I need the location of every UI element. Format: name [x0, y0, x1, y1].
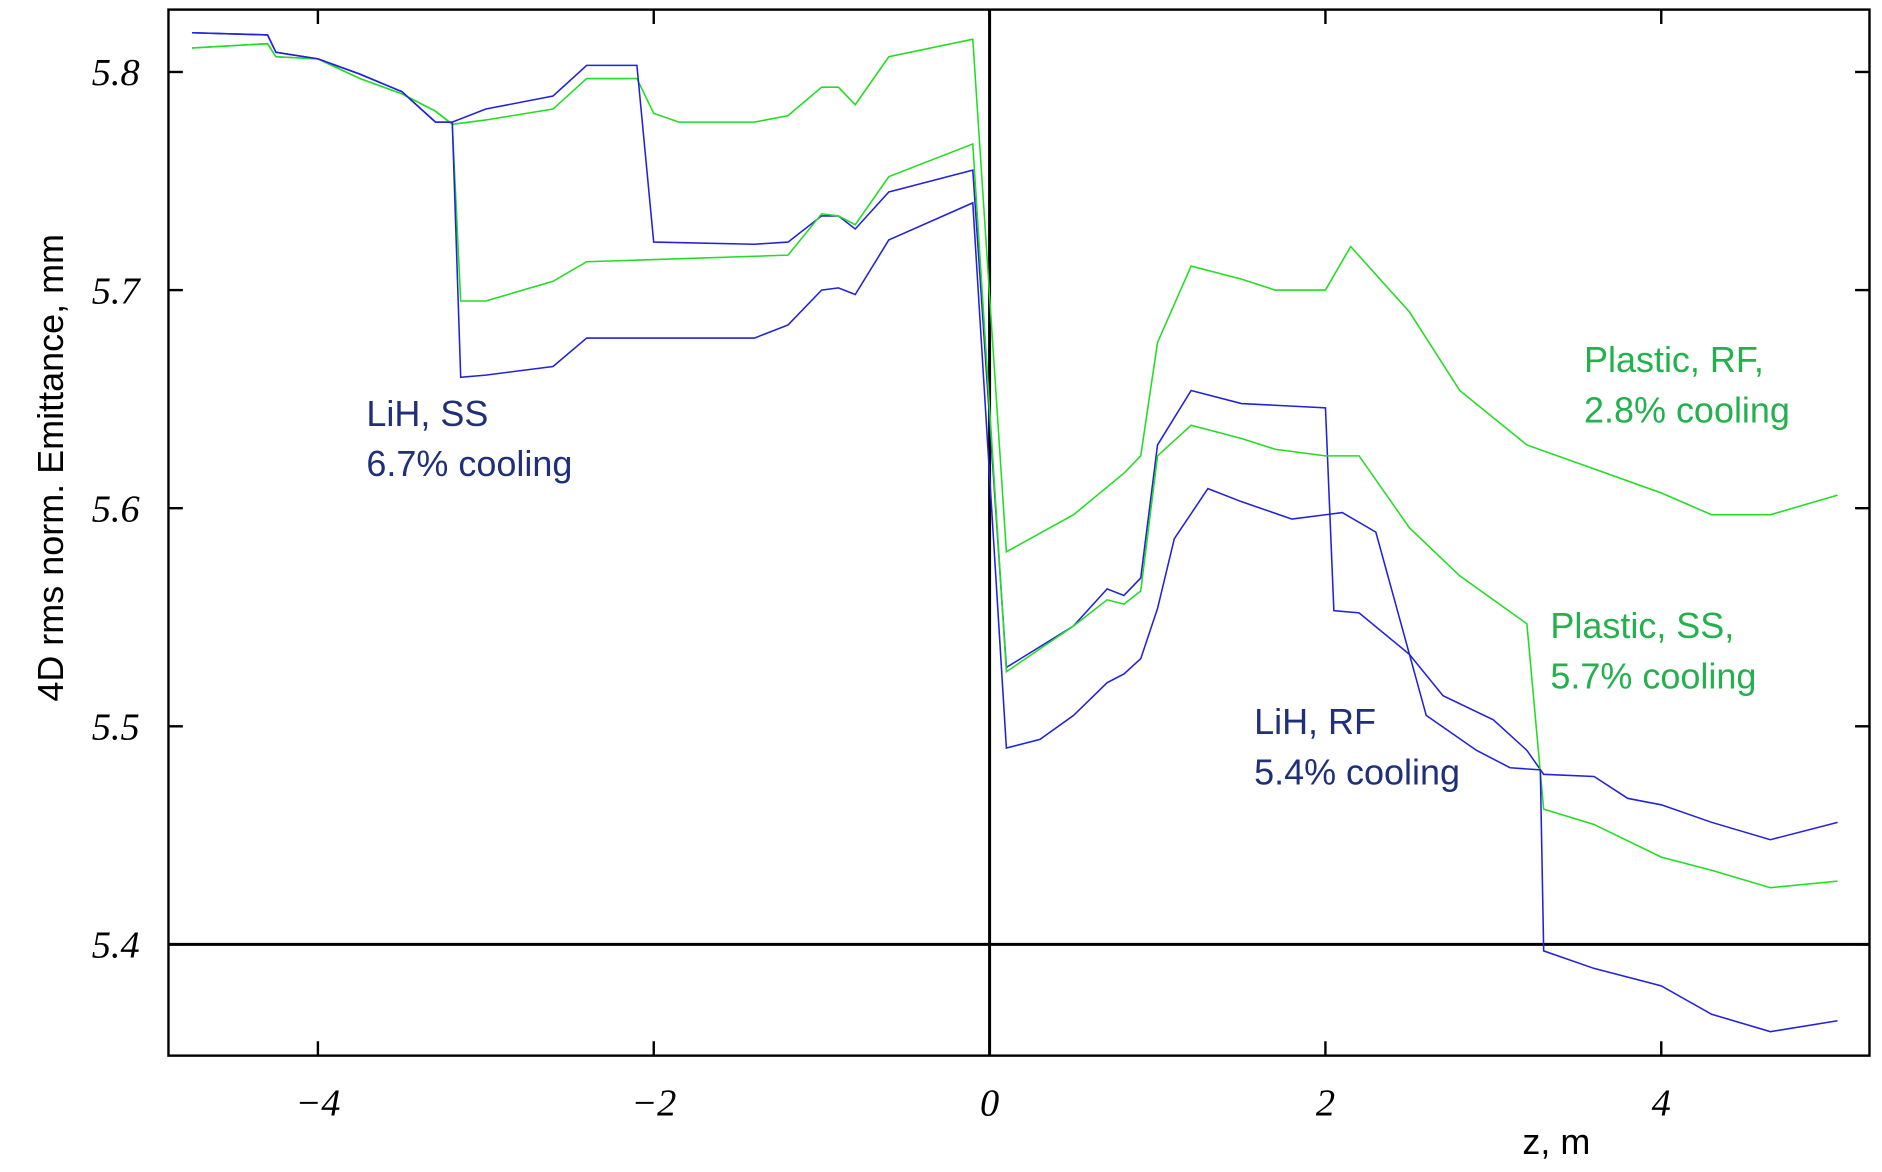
annotation: 5.7% cooling	[1550, 656, 1756, 697]
annotation: Plastic, RF,	[1584, 339, 1764, 380]
series-line	[191, 31, 1838, 1033]
y-axis-label: 4D rms norm. Emittance, mm	[30, 234, 71, 702]
annotation: 6.7% cooling	[366, 443, 572, 484]
y-tick-label: 5.4	[92, 925, 140, 967]
annotation: 5.4% cooling	[1254, 752, 1460, 793]
annotation: LiH, RF	[1254, 701, 1376, 742]
y-tick-label: 5.8	[92, 52, 140, 94]
x-tick-label: −2	[631, 1083, 676, 1125]
x-tick-label: 4	[1652, 1083, 1671, 1125]
plot-frame	[167, 8, 1871, 1057]
series-line	[191, 31, 1838, 841]
x-tick-label: 0	[980, 1083, 999, 1125]
annotation: 2.8% cooling	[1584, 389, 1790, 430]
x-axis-label: z, m	[1522, 1121, 1590, 1162]
x-tick-label: −4	[295, 1083, 340, 1125]
y-tick-label: 5.7	[92, 270, 142, 312]
x-tick-label: 2	[1316, 1083, 1335, 1125]
annotation: Plastic, SS,	[1550, 605, 1734, 646]
y-tick-label: 5.5	[92, 706, 140, 748]
y-tick-label: 5.6	[92, 488, 140, 530]
annotation: LiH, SS	[366, 393, 488, 434]
series-line	[191, 42, 1838, 889]
